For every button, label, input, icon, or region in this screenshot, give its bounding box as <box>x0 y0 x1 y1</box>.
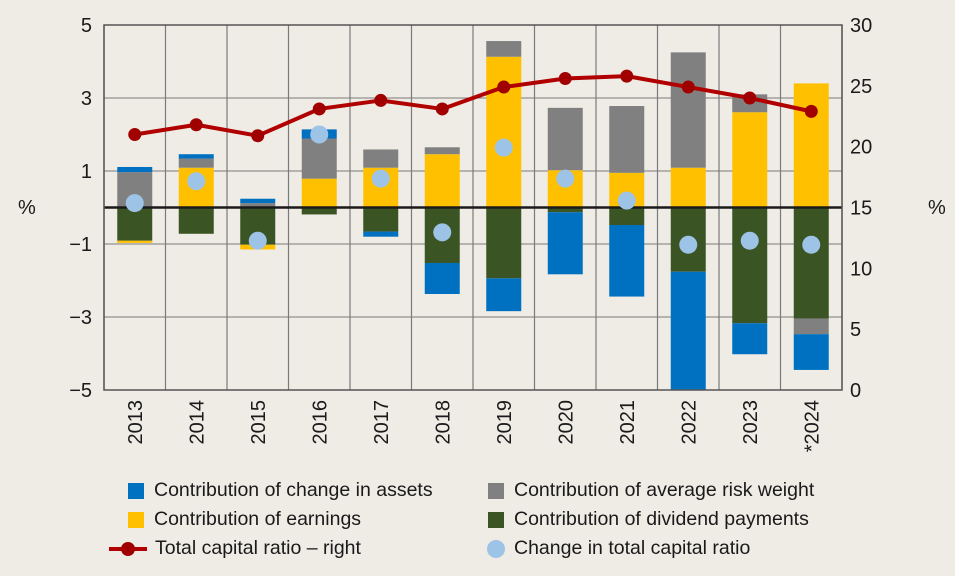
right-tick-label: 10 <box>850 258 872 280</box>
x-tick-label: 2023 <box>740 400 762 445</box>
left-tick-label: 3 <box>81 88 92 110</box>
x-tick-label: 2021 <box>617 400 639 445</box>
bar-segment <box>178 154 214 159</box>
line-point <box>312 102 326 116</box>
left-tick-label: −1 <box>69 234 92 256</box>
change-dot <box>802 235 821 254</box>
line-point <box>251 129 265 143</box>
change-dot <box>433 223 452 242</box>
change-dot <box>125 194 144 213</box>
x-tick-label: 2017 <box>371 400 393 445</box>
left-tick-label: 1 <box>81 161 92 183</box>
right-tick-label: 30 <box>850 15 872 37</box>
bar-segment <box>424 154 460 208</box>
line-point <box>620 69 634 83</box>
bar-segment <box>363 149 399 168</box>
bar-segment <box>670 167 706 208</box>
line-point <box>558 72 572 86</box>
bar-segment <box>486 41 522 57</box>
line-point <box>743 91 757 105</box>
line-point <box>189 118 203 132</box>
bar-segment <box>670 271 706 390</box>
bar-segment <box>240 198 276 204</box>
right-tick-label: 5 <box>850 319 861 341</box>
bar-segment <box>793 334 829 370</box>
left-tick-label: −3 <box>69 307 92 329</box>
x-tick-label: 2013 <box>125 400 147 445</box>
line-point <box>497 80 511 94</box>
bar-segment <box>732 323 768 355</box>
x-tick-label: 2020 <box>555 400 577 445</box>
bar-segment <box>609 225 645 297</box>
line-point <box>435 102 449 116</box>
bar-segment <box>793 318 829 335</box>
bar-segment <box>793 207 829 319</box>
total-capital-ratio-line <box>128 69 818 143</box>
bar-segment <box>240 203 276 208</box>
plot-frame <box>103 24 843 391</box>
line-point <box>128 128 142 141</box>
line-point <box>681 80 695 94</box>
change-dot <box>679 235 698 254</box>
bar-segment <box>117 166 153 173</box>
right-tick-label: 0 <box>850 380 861 402</box>
line-point <box>804 104 818 118</box>
bar-segment <box>178 207 214 234</box>
bar-segment <box>547 212 583 275</box>
change-dot <box>371 169 390 188</box>
bar-segment <box>301 178 337 208</box>
bar-segment <box>117 207 153 241</box>
bar-segment <box>486 278 522 312</box>
change-dots <box>125 125 821 254</box>
bar-segment <box>486 56 522 208</box>
left-axis-unit: % <box>18 197 36 219</box>
x-tick-label: 2019 <box>494 400 516 445</box>
left-tick-label: −5 <box>69 380 92 402</box>
x-tick-label: 2014 <box>186 400 208 445</box>
bar-segment <box>547 107 583 171</box>
bar-segment <box>301 138 337 179</box>
right-tick-label: 25 <box>850 76 872 98</box>
x-tick-label: 2015 <box>248 400 270 445</box>
bar-segment <box>609 207 645 226</box>
bar-segment <box>486 207 522 279</box>
x-tick-label: 2018 <box>432 400 454 445</box>
bar-segment <box>178 158 214 168</box>
line-path <box>134 74 812 138</box>
bar-segment <box>117 240 153 243</box>
bar-segment <box>609 106 645 173</box>
x-tick-label: 2016 <box>309 400 331 445</box>
bar-segment <box>424 262 460 295</box>
bar-segment <box>547 207 583 213</box>
bar-segment <box>732 112 768 208</box>
change-dot <box>617 191 636 210</box>
left-tick-label: 5 <box>81 15 92 37</box>
right-tick-label: 15 <box>850 198 872 220</box>
right-tick-label: 20 <box>850 137 872 159</box>
change-dot <box>556 169 575 188</box>
bar-segment <box>363 207 399 232</box>
line-point <box>374 93 388 107</box>
bar-segment <box>301 207 337 215</box>
change-dot <box>310 125 329 144</box>
right-axis-unit: % <box>928 197 946 219</box>
x-tick-label: *2024 <box>801 400 823 452</box>
bar-segment <box>670 52 706 168</box>
bar-segment <box>424 147 460 155</box>
change-dot <box>494 138 513 157</box>
stacked-bars <box>117 41 829 390</box>
change-dot <box>187 172 206 191</box>
bar-segment <box>732 207 768 324</box>
change-dot <box>248 231 267 250</box>
bar-segment <box>363 231 399 237</box>
x-tick-label: 2022 <box>678 400 700 445</box>
bar-segment <box>793 83 829 208</box>
change-dot <box>740 231 759 250</box>
